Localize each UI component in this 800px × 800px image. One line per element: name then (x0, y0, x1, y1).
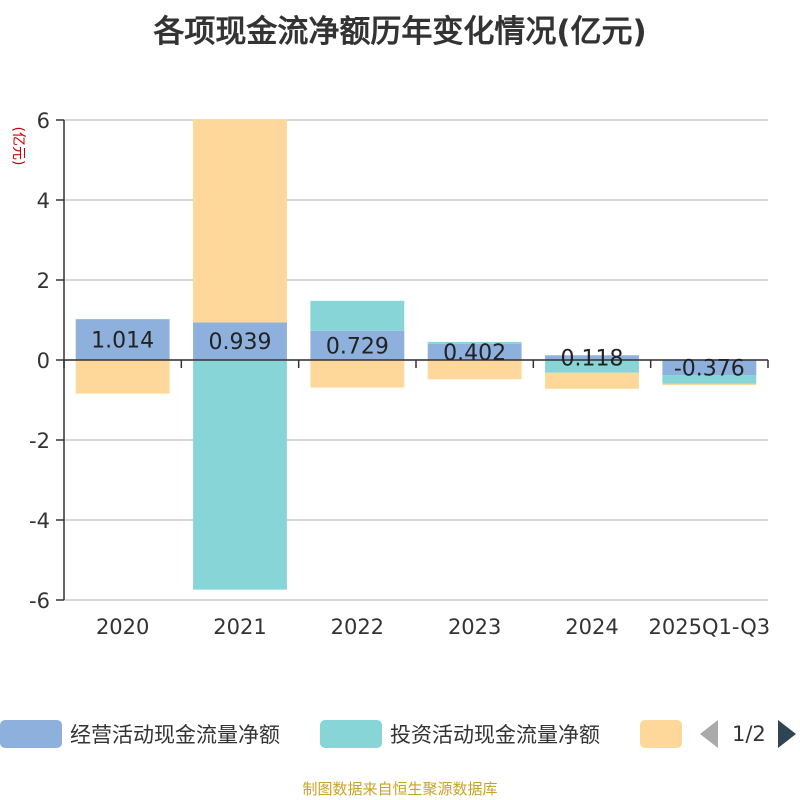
legend-label-investing: 投资活动现金流量净额 (390, 723, 600, 747)
y-tick-label: 6 (37, 109, 50, 133)
legend-page-indicator: 1/2 (732, 722, 766, 746)
data-label-2021: 0.939 (209, 330, 272, 355)
bar-operating-2025Q1-Q3 (662, 360, 757, 376)
legend-swatch-operating (0, 720, 62, 748)
y-tick-label: -6 (29, 589, 50, 613)
y-axis-label: (亿元) (10, 127, 26, 166)
x-tick-label: 2022 (331, 615, 384, 639)
bar-operating-2022 (310, 330, 405, 360)
legend-item-investing[interactable]: 投资活动现金流量净额 (320, 716, 600, 752)
y-tick-label: -4 (29, 509, 50, 533)
data-label-2022: 0.729 (326, 334, 389, 359)
bar-operating-2021 (193, 322, 287, 360)
bar-financing-2024 (545, 372, 639, 389)
legend-pager: 1/2 (700, 716, 796, 752)
bar-chart: 6 4 2 0 -2 -4 -6 (亿元) 1.014 0.939 0.729 0.402 0.118 -… (10, 109, 771, 639)
y-tick-label: -2 (29, 429, 50, 453)
bar-investing-2025Q1-Q3 (662, 375, 757, 384)
x-tick-label: 2024 (565, 615, 618, 639)
y-tick-label: 2 (37, 269, 50, 293)
y-tick-label: 4 (37, 189, 50, 213)
x-tick-label: 2020 (96, 615, 149, 639)
bar-financing-2021 (193, 119, 287, 323)
bar-financing-2022 (310, 360, 405, 388)
y-tick-label: 0 (37, 349, 50, 373)
data-label-2024: 0.118 (561, 347, 624, 372)
bar-investing-2021 (193, 360, 287, 590)
bar-investing-2023 (427, 341, 522, 344)
legend-swatch-financing (640, 720, 682, 748)
legend: 经营活动现金流量净额 投资活动现金流量净额 1/2 (0, 716, 800, 752)
data-label-2020: 1.014 (91, 329, 154, 354)
legend-swatch-investing (320, 720, 382, 748)
bar-operating-2024 (545, 355, 639, 360)
legend-item-operating[interactable]: 经营活动现金流量净额 (0, 716, 280, 752)
bar-investing-2022 (310, 300, 405, 331)
bar-operating-2023 (427, 343, 522, 360)
legend-label-operating: 经营活动现金流量净额 (70, 723, 280, 747)
bar-financing-2020 (75, 360, 170, 394)
bar-financing-2023 (427, 360, 522, 380)
bar-operating-2020 (75, 319, 170, 360)
next-page-icon[interactable] (777, 720, 796, 748)
x-tick-label: 2021 (213, 615, 266, 639)
x-tick-label: 2023 (448, 615, 501, 639)
bar-investing-2024 (545, 360, 639, 373)
data-label-2025Q1-Q3: -0.376 (674, 357, 745, 382)
bar-financing-2025Q1-Q3 (662, 383, 757, 386)
chart-title: 各项现金流净额历年变化情况(亿元) (153, 14, 647, 50)
legend-item-financing[interactable] (640, 716, 682, 752)
x-tick-label: 2025Q1-Q3 (649, 615, 771, 639)
data-label-2023: 0.402 (443, 341, 506, 366)
data-source-note: 制图数据来自恒生聚源数据库 (302, 780, 498, 798)
prev-page-icon[interactable] (700, 720, 718, 748)
